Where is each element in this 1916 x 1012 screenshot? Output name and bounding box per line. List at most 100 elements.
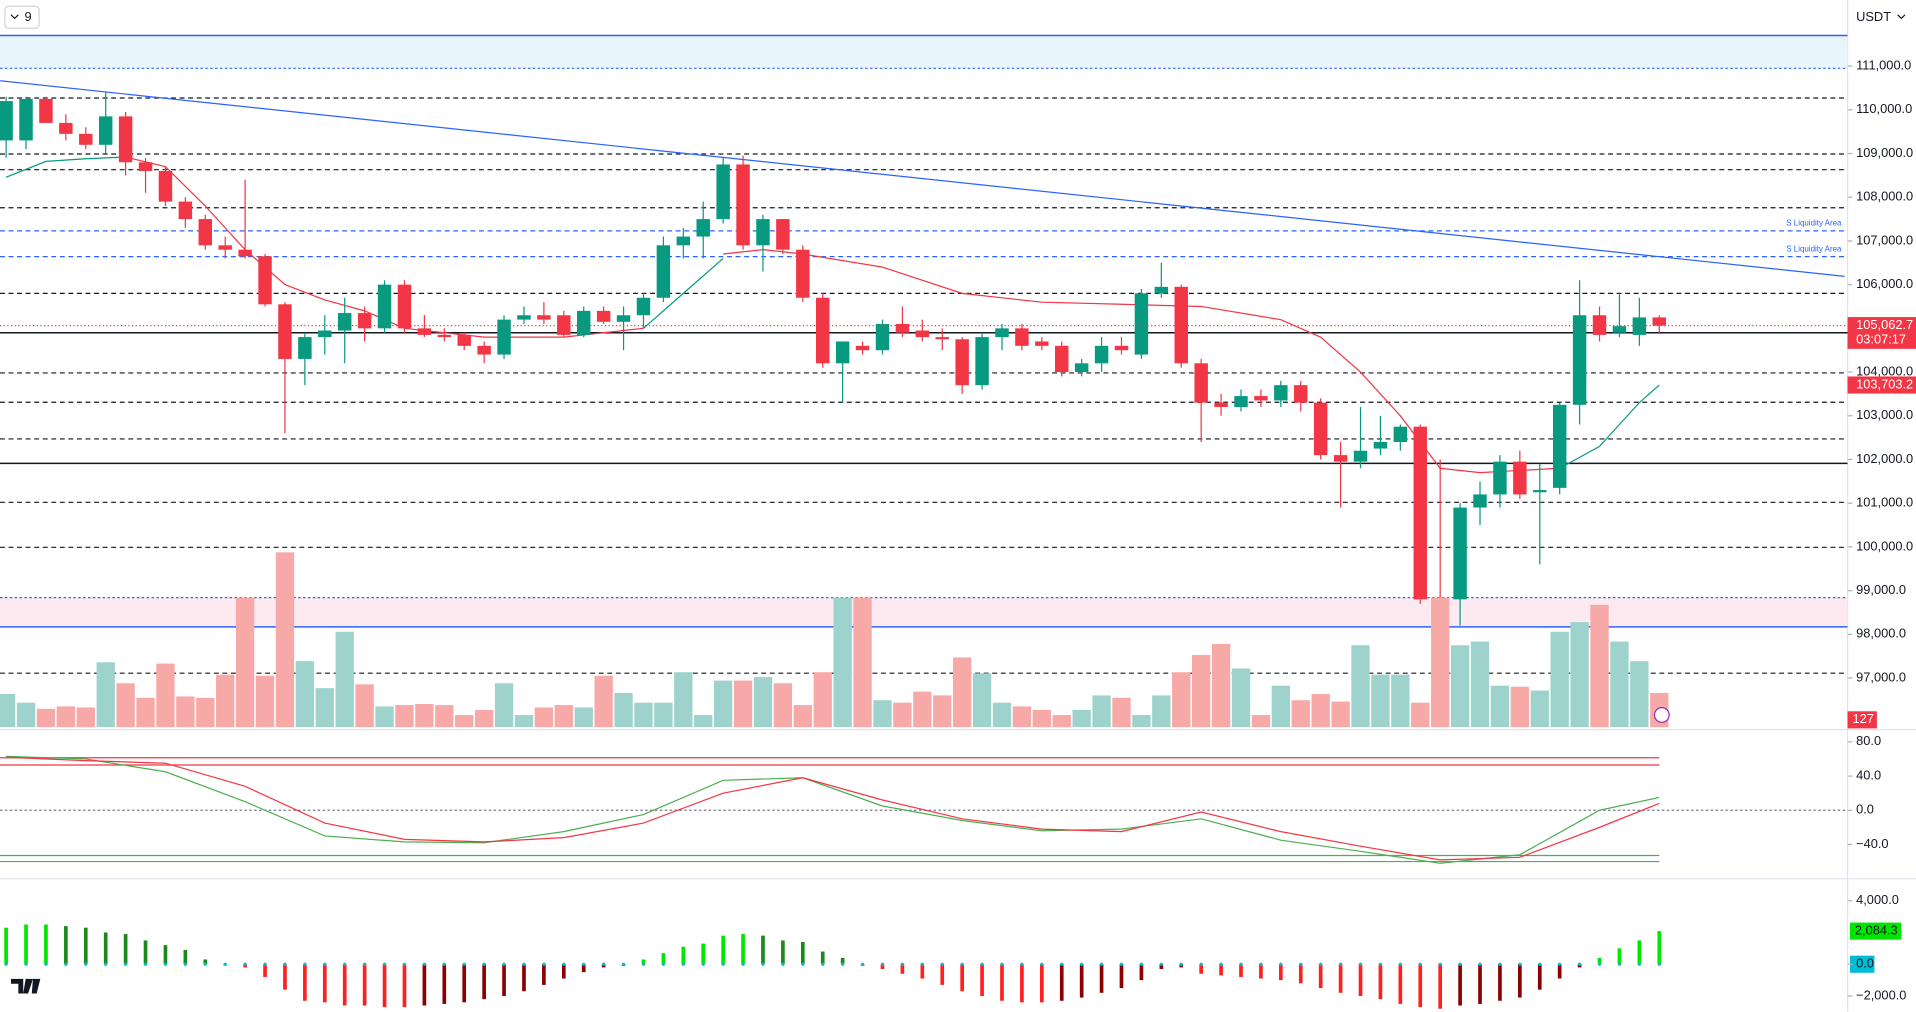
candle-body	[1473, 494, 1487, 508]
zero-dot	[482, 962, 486, 966]
candle-body	[1114, 345, 1129, 351]
zero-dot	[104, 962, 108, 966]
level-label: S Liquidity Area	[1786, 244, 1842, 253]
volume-bar	[1530, 690, 1549, 728]
zero-label-box	[1850, 955, 1875, 973]
histogram-bar	[1159, 964, 1164, 969]
candle-body	[118, 116, 133, 163]
candle-body	[816, 297, 830, 364]
volume-bar	[813, 672, 832, 728]
zero-dot	[781, 962, 785, 966]
histogram-bar	[1398, 964, 1403, 1004]
candle-body	[875, 323, 890, 351]
histogram-bar	[303, 964, 307, 1001]
volume-bar	[654, 702, 673, 728]
candle-body	[178, 201, 193, 220]
zero-dot	[641, 962, 646, 966]
volume-bar	[753, 677, 773, 728]
candle-body	[636, 297, 651, 316]
histogram-bar	[1518, 964, 1522, 998]
zero-dot	[801, 962, 805, 966]
candle-body	[1413, 426, 1427, 600]
candle-body	[696, 219, 710, 237]
interval-box[interactable]	[4, 5, 40, 29]
zero-dot	[203, 962, 207, 966]
candle-body	[576, 310, 591, 335]
zero-dot	[1578, 962, 1582, 966]
candle-body	[1074, 363, 1089, 373]
candle-body	[318, 330, 332, 338]
volume-bar	[455, 715, 474, 728]
y-tick-label: 101,000.0	[1856, 495, 1913, 510]
y-tick-label: −40.0	[1856, 836, 1888, 851]
zero-dot	[960, 962, 964, 966]
zero-dot	[1179, 962, 1183, 966]
volume-bar	[1431, 597, 1450, 728]
candle-body	[616, 315, 631, 322]
candle-body	[1015, 328, 1029, 346]
volume-bar	[554, 705, 573, 728]
volume-bar	[1411, 702, 1430, 728]
histogram-bar	[641, 959, 646, 965]
last-price-label: 105,062.7	[1856, 317, 1913, 332]
histogram-bar	[522, 964, 526, 992]
volume-bar	[355, 684, 374, 728]
histogram-bar	[1059, 964, 1064, 1001]
volume-bar	[933, 695, 952, 728]
volume-bar	[514, 715, 534, 728]
volume-bar	[1052, 715, 1071, 728]
histogram-label-box	[1850, 922, 1902, 940]
volume-bar	[435, 705, 454, 728]
zero-dot	[1159, 962, 1163, 966]
zero-dot	[323, 962, 327, 966]
y-tick-label: 80.0	[1856, 733, 1881, 748]
histogram-bar	[322, 964, 327, 1003]
volume-bar	[853, 597, 872, 728]
y-tick-label: 110,000.0	[1856, 101, 1912, 116]
logo	[10, 978, 41, 994]
volume-bar	[694, 715, 713, 728]
volume-bar	[1172, 672, 1191, 728]
histogram-bar	[143, 940, 148, 965]
zero-dot	[502, 962, 506, 966]
y-tick-label: 102,000.0	[1856, 451, 1913, 466]
histogram-bar	[721, 935, 725, 965]
volume-bar	[1590, 604, 1609, 728]
zero-dot	[602, 962, 606, 966]
candle-body	[915, 330, 930, 338]
histogram-bar	[382, 964, 387, 1008]
candle-body	[596, 310, 611, 322]
interval-button[interactable]: 9	[4, 5, 40, 29]
zero-dot	[1637, 962, 1641, 966]
volume-bar	[474, 709, 494, 728]
candle-body	[955, 339, 969, 386]
candle-body	[716, 164, 730, 220]
volume-bar	[255, 675, 275, 728]
y-tick-label: 100,000.0	[1856, 538, 1913, 553]
histogram-bar	[800, 941, 805, 965]
currency-button[interactable]: USDT	[1850, 5, 1914, 30]
candle-body	[1214, 402, 1228, 408]
histogram-bar	[781, 940, 785, 965]
histogram-bar	[422, 964, 427, 1006]
volume-bar	[136, 697, 155, 728]
zero-dot	[1518, 962, 1522, 966]
candle-body	[357, 313, 372, 329]
volume-bar	[36, 708, 56, 728]
alert-icon[interactable]	[1653, 707, 1670, 723]
logo-mark	[10, 978, 41, 994]
candle-body	[1194, 363, 1208, 403]
candle-body	[258, 256, 272, 305]
volume-bar	[1211, 643, 1231, 728]
zero-dot	[163, 962, 168, 966]
zero-dot	[621, 962, 626, 966]
zero-dot	[422, 962, 426, 966]
y-tick-label: 107,000.0	[1856, 232, 1913, 247]
currency-label: USDT	[1856, 9, 1891, 24]
volume-bar	[1231, 668, 1251, 728]
candle-body	[218, 245, 232, 250]
y-tick-label: 108,000.0	[1856, 189, 1913, 204]
histogram-bar	[1418, 964, 1423, 1008]
